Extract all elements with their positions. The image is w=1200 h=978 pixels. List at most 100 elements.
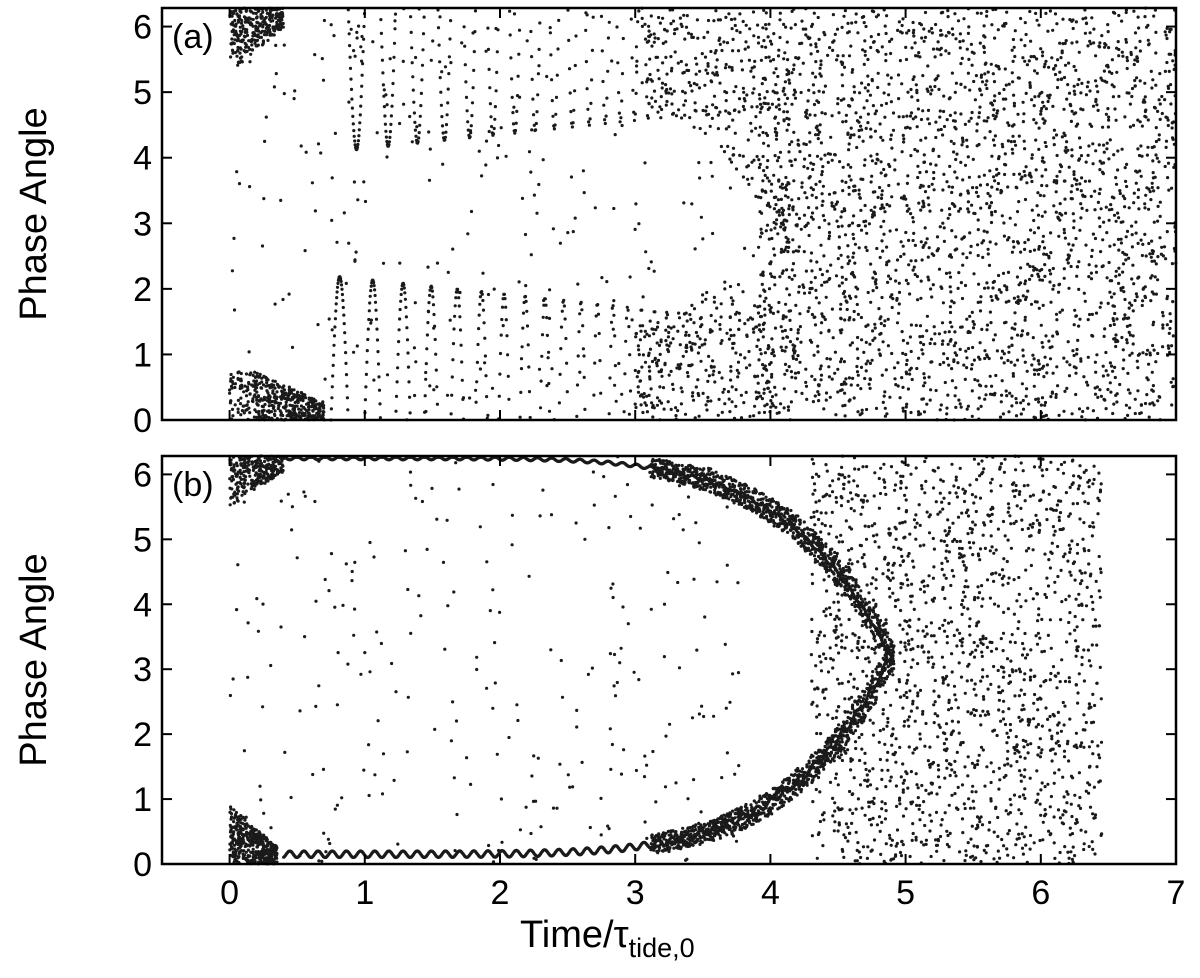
data-point xyxy=(773,116,777,120)
data-point xyxy=(741,104,746,109)
data-point xyxy=(313,407,317,411)
data-point xyxy=(1095,84,1099,88)
data-point xyxy=(694,330,699,335)
data-point xyxy=(645,40,649,44)
data-point xyxy=(458,315,462,319)
data-point xyxy=(1117,54,1121,58)
data-point xyxy=(866,121,870,125)
data-point xyxy=(547,409,552,413)
data-point xyxy=(656,110,660,114)
data-point xyxy=(840,275,845,279)
data-point xyxy=(952,344,956,348)
data-point xyxy=(950,185,955,189)
data-point xyxy=(772,71,776,75)
data-point xyxy=(966,155,970,159)
data-point xyxy=(348,55,352,59)
data-point xyxy=(1117,266,1121,270)
data-point xyxy=(270,403,274,407)
data-point xyxy=(919,208,923,212)
data-point xyxy=(1053,12,1058,16)
data-point xyxy=(988,194,992,198)
data-point xyxy=(620,123,624,128)
data-point xyxy=(1058,218,1062,222)
data-point xyxy=(545,384,549,388)
data-point xyxy=(863,86,867,90)
data-point xyxy=(354,250,358,254)
data-point xyxy=(599,391,603,395)
data-point xyxy=(645,95,649,99)
data-point xyxy=(1063,389,1067,393)
data-point xyxy=(1143,81,1147,85)
data-point xyxy=(251,34,255,38)
data-point xyxy=(770,395,775,399)
data-point xyxy=(240,386,244,390)
data-point xyxy=(1064,150,1068,154)
data-point xyxy=(937,87,941,91)
data-point xyxy=(273,393,277,397)
data-point xyxy=(738,153,742,157)
data-point xyxy=(979,11,983,15)
data-point xyxy=(575,414,579,418)
data-point xyxy=(292,97,296,101)
data-point xyxy=(852,133,856,137)
data-point xyxy=(919,117,924,122)
data-point xyxy=(728,157,732,161)
data-point xyxy=(911,238,915,243)
data-point xyxy=(508,33,512,37)
data-point xyxy=(243,50,248,54)
data-point xyxy=(1147,207,1151,211)
data-point xyxy=(781,336,785,340)
data-point xyxy=(777,155,781,160)
data-point xyxy=(950,229,954,233)
data-point xyxy=(757,358,761,362)
data-point xyxy=(1006,238,1010,242)
data-point xyxy=(862,62,866,66)
data-point xyxy=(839,60,843,64)
data-point xyxy=(983,136,987,140)
data-point xyxy=(998,415,1003,419)
data-point xyxy=(857,135,861,139)
data-point xyxy=(1084,16,1088,20)
data-point xyxy=(1071,18,1075,22)
data-point xyxy=(813,378,817,382)
data-point xyxy=(819,373,824,377)
data-point xyxy=(697,414,701,418)
data-point xyxy=(715,70,719,75)
data-point xyxy=(443,138,447,142)
data-point xyxy=(883,319,887,323)
data-point xyxy=(937,267,942,271)
data-point xyxy=(1151,389,1155,393)
data-point xyxy=(399,292,403,297)
data-point xyxy=(721,390,725,394)
data-point xyxy=(550,99,554,103)
data-point xyxy=(894,228,899,232)
data-point xyxy=(530,55,534,59)
data-point xyxy=(1138,39,1142,44)
data-point xyxy=(1063,236,1067,240)
data-point xyxy=(925,329,929,333)
data-point xyxy=(966,404,971,408)
data-point xyxy=(782,406,786,410)
data-point xyxy=(243,20,247,24)
data-point xyxy=(782,387,786,391)
data-point xyxy=(1154,126,1158,130)
data-point xyxy=(670,92,674,96)
data-point xyxy=(556,47,560,51)
data-point xyxy=(1077,324,1081,328)
data-point xyxy=(765,381,769,385)
data-point xyxy=(552,127,557,131)
data-point xyxy=(904,197,908,201)
data-point xyxy=(248,60,252,64)
data-point xyxy=(637,9,641,13)
data-point xyxy=(323,377,327,381)
data-point xyxy=(936,74,940,78)
data-point xyxy=(906,174,910,178)
data-point xyxy=(799,340,803,344)
data-point xyxy=(734,404,738,408)
data-point xyxy=(971,157,975,161)
data-point xyxy=(945,356,950,361)
data-point xyxy=(937,154,941,158)
data-point xyxy=(411,75,415,79)
data-point xyxy=(410,46,414,50)
data-point xyxy=(694,72,698,76)
